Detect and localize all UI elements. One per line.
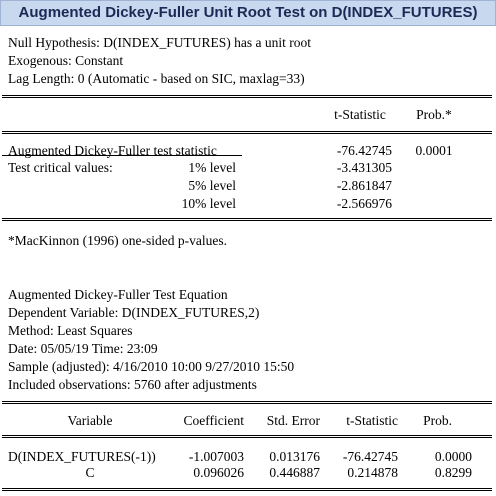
crit-level-1: 1% level [188, 160, 236, 175]
crit-value-10: -2.566976 [336, 196, 392, 211]
eq-header-rule-double [2, 437, 492, 438]
crit-level-5: 5% level [188, 178, 236, 193]
adf-underline [2, 155, 242, 156]
adf-prob-value: 0.0001 [415, 143, 453, 158]
crit-value-1: -3.431305 [336, 160, 392, 175]
method: Method: Least Squares [8, 323, 133, 338]
col-header-prob-eq: Prob. [423, 413, 452, 428]
table-bottom-rule [2, 218, 492, 219]
crit-level-10: 10% level [181, 196, 236, 211]
lag-length-line: Lag Length: 0 (Automatic - based on SIC,… [8, 71, 305, 86]
table-row-se: 0.446887 [269, 465, 320, 480]
footnote: *MacKinnon (1996) one-sided p-values. [8, 233, 227, 248]
table-row-variable: C [85, 465, 95, 480]
eq-table-top-rule-double [2, 403, 492, 404]
eq-table-bottom-rule-double [2, 490, 492, 491]
eq-header-rule [2, 435, 492, 436]
critical-values-label: Test critical values: [8, 160, 113, 175]
window-title: Augmented Dickey-Fuller Unit Root Test o… [18, 4, 478, 21]
adf-tstat-value: -76.42745 [336, 143, 392, 158]
table-row-variable: D(INDEX_FUTURES(-1)) [8, 449, 156, 464]
table-row-t: -76.42745 [342, 449, 398, 464]
table-row-prob: 0.0000 [434, 449, 472, 464]
col-header-t-statistic: t-Statistic [346, 413, 398, 428]
col-header-variable: Variable [67, 413, 113, 428]
dependent-variable: Dependent Variable: D(INDEX_FUTURES,2) [8, 305, 260, 320]
col-header-prob: Prob.* [416, 107, 452, 122]
header-rule [2, 131, 492, 132]
eq-table-top-rule [2, 401, 492, 402]
exogenous-line: Exogenous: Constant [8, 53, 124, 68]
table-row-coef: -1.007003 [188, 449, 244, 464]
included-observations: Included observations: 5760 after adjust… [8, 377, 257, 392]
col-header-tstat: t-Statistic [334, 107, 386, 122]
header-rule-double [2, 133, 492, 134]
date-time: Date: 05/05/19 Time: 23:09 [8, 341, 158, 356]
col-header-coefficient: Coefficient [183, 413, 244, 428]
table-row-coef: 0.096026 [193, 465, 244, 480]
window-title-bar: Augmented Dickey-Fuller Unit Root Test o… [0, 0, 496, 26]
table-row-se: 0.013176 [269, 449, 320, 464]
table-top-rule-double [2, 97, 492, 98]
table-row-t: 0.214878 [347, 465, 398, 480]
equation-title: Augmented Dickey-Fuller Test Equation [8, 287, 228, 302]
crit-value-5: -2.861847 [336, 178, 392, 193]
table-top-rule [2, 95, 492, 96]
eq-table-bottom-rule [2, 488, 492, 489]
adf-statistic-label: Augmented Dickey-Fuller test statistic [8, 143, 217, 158]
table-bottom-rule-double [2, 220, 492, 221]
col-header-std-error: Std. Error [266, 413, 320, 428]
sample-adjusted: Sample (adjusted): 4/16/2010 10:00 9/27/… [8, 359, 295, 374]
null-hypothesis-line: Null Hypothesis: D(INDEX_FUTURES) has a … [8, 35, 311, 50]
table-row-prob: 0.8299 [434, 465, 472, 480]
